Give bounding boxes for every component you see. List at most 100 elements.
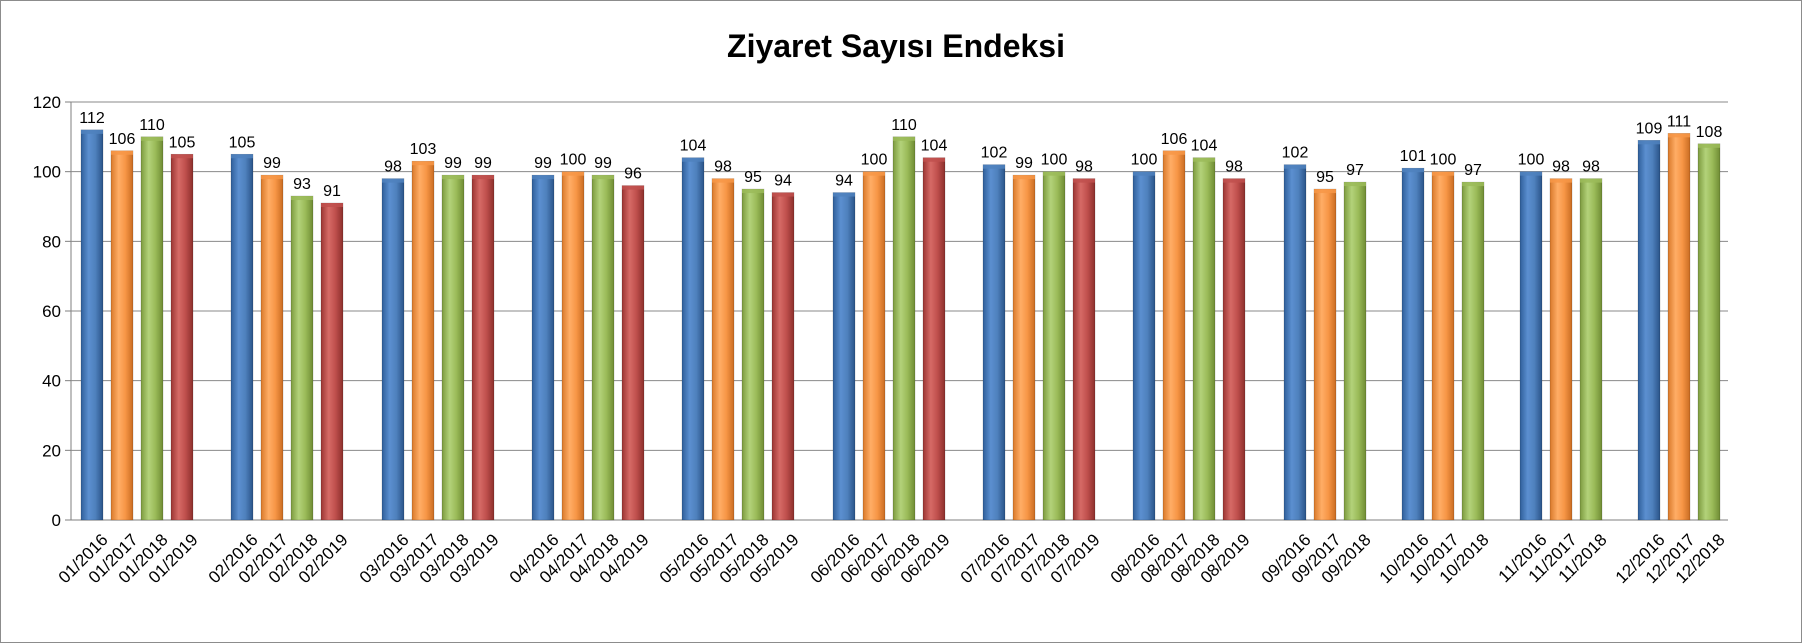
bar-bevel: [382, 178, 404, 183]
data-label: 97: [1346, 162, 1364, 179]
bar: [832, 192, 856, 521]
bar: [1667, 133, 1691, 521]
data-label: 110: [891, 117, 917, 134]
bar: [1343, 181, 1367, 521]
bar-bevel: [1013, 175, 1035, 180]
bar-bevel: [1462, 182, 1484, 187]
chart-title: Ziyaret Sayısı Endeksi: [727, 28, 1065, 64]
bar-bevel: [532, 175, 554, 180]
y-tick-label: 100: [33, 163, 61, 182]
bar: [110, 150, 134, 521]
bar-bevel: [111, 150, 133, 155]
bar-bevel: [772, 192, 794, 197]
bar: [290, 195, 314, 521]
bar-bevel: [983, 164, 1005, 169]
bar: [381, 178, 405, 521]
bar-bevel: [1223, 178, 1245, 183]
bar: [1579, 178, 1603, 521]
bar: [711, 178, 735, 521]
bar: [591, 174, 615, 521]
bar: [170, 153, 194, 521]
bar-bevel: [171, 154, 193, 159]
bar-bevel: [1163, 150, 1185, 155]
y-tick-label: 40: [42, 372, 61, 391]
y-tick-label: 0: [52, 511, 61, 530]
bar-bevel: [1580, 178, 1602, 183]
bar-bevel: [923, 157, 945, 162]
bar: [320, 202, 344, 521]
data-label: 94: [774, 173, 792, 190]
bar-bevel: [622, 185, 644, 190]
bar: [621, 185, 645, 521]
data-label: 101: [1400, 148, 1427, 165]
data-label: 105: [169, 134, 196, 151]
data-label: 100: [1518, 152, 1545, 169]
bar: [1162, 150, 1186, 521]
data-label: 99: [534, 155, 552, 172]
bar-bevel: [893, 136, 915, 141]
bar-bevel: [321, 203, 343, 208]
bar: [1192, 157, 1216, 521]
bar: [1222, 178, 1246, 521]
bar: [531, 174, 555, 521]
bar: [741, 188, 765, 521]
y-tick-label: 20: [42, 441, 61, 460]
bar-bevel: [712, 178, 734, 183]
data-label: 108: [1696, 124, 1723, 141]
bar: [230, 153, 254, 521]
bar-bevel: [1698, 143, 1720, 148]
bar: [1431, 171, 1455, 521]
data-label: 100: [1131, 152, 1158, 169]
bar: [1461, 181, 1485, 521]
bar: [441, 174, 465, 521]
data-label: 110: [139, 117, 165, 134]
bar-bevel: [472, 175, 494, 180]
data-label: 109: [1636, 120, 1663, 137]
data-label: 98: [714, 159, 732, 176]
bar-bevel: [1043, 171, 1065, 176]
data-label: 97: [1464, 162, 1482, 179]
y-tick-label: 120: [33, 93, 61, 112]
bar: [561, 171, 585, 521]
data-label: 100: [861, 152, 888, 169]
bar-bevel: [1402, 168, 1424, 173]
bar-bevel: [442, 175, 464, 180]
bar: [80, 129, 104, 521]
bar-bevel: [833, 192, 855, 197]
data-label: 99: [263, 155, 281, 172]
data-label: 91: [323, 183, 341, 200]
bar: [1313, 188, 1337, 521]
data-label: 105: [229, 134, 256, 151]
data-label: 100: [560, 152, 587, 169]
bar-bevel: [592, 175, 614, 180]
data-label: 112: [79, 110, 105, 127]
bar: [411, 160, 435, 521]
bar-bevel: [1193, 157, 1215, 162]
bar-bevel: [742, 189, 764, 194]
data-label: 99: [594, 155, 612, 172]
data-label: 102: [981, 145, 1008, 162]
bar: [140, 136, 164, 521]
data-label: 103: [410, 141, 437, 158]
bar-bevel: [81, 129, 103, 134]
data-label: 98: [1225, 159, 1243, 176]
bar-bevel: [562, 171, 584, 176]
bar-bevel: [1668, 133, 1690, 138]
data-label: 99: [444, 155, 462, 172]
bar: [771, 192, 795, 521]
bar-bevel: [682, 157, 704, 162]
bar-bevel: [863, 171, 885, 176]
bar: [1042, 171, 1066, 521]
data-label: 111: [1667, 113, 1691, 130]
bar: [1519, 171, 1543, 521]
data-label: 95: [1316, 169, 1334, 186]
bar-bevel: [141, 136, 163, 141]
data-label: 100: [1041, 152, 1068, 169]
data-label: 98: [384, 159, 402, 176]
bar: [1637, 140, 1661, 521]
bar: [1697, 143, 1721, 521]
bar-bevel: [291, 196, 313, 201]
bar-bevel: [261, 175, 283, 180]
